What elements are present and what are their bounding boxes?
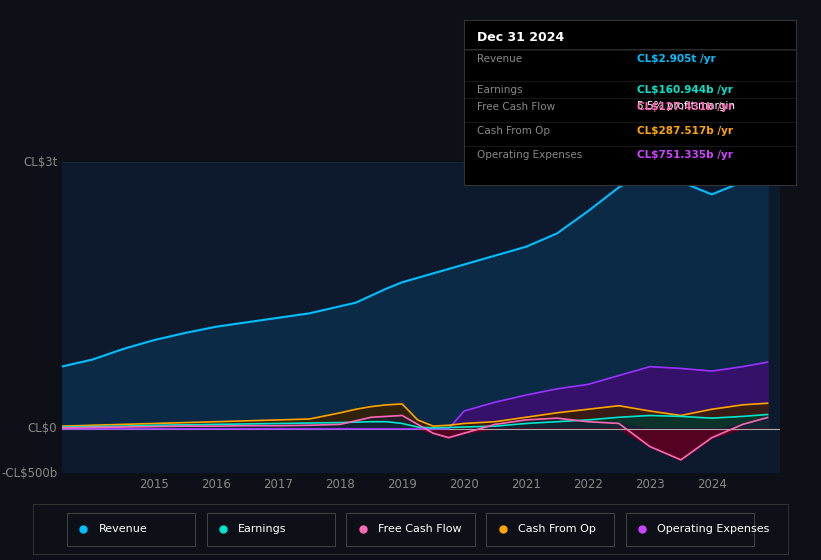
Text: Operating Expenses: Operating Expenses [658,524,770,534]
Text: CL$160.944b /yr: CL$160.944b /yr [637,85,732,95]
Text: Earnings: Earnings [238,524,287,534]
Text: Free Cash Flow: Free Cash Flow [378,524,461,534]
Text: Revenue: Revenue [99,524,147,534]
Text: CL$3t: CL$3t [23,156,57,169]
Text: Cash From Op: Cash From Op [477,126,550,136]
Text: Revenue: Revenue [477,54,522,64]
Text: -CL$500b: -CL$500b [1,466,57,480]
Text: Cash From Op: Cash From Op [518,524,595,534]
Text: CL$2.905t /yr: CL$2.905t /yr [637,54,715,64]
Text: Earnings: Earnings [477,85,523,95]
Text: CL$751.335b /yr: CL$751.335b /yr [637,150,732,160]
Text: Dec 31 2024: Dec 31 2024 [477,31,564,44]
Text: CL$127.431b /yr: CL$127.431b /yr [637,102,733,112]
Text: Operating Expenses: Operating Expenses [477,150,582,160]
Text: 5.5% profit margin: 5.5% profit margin [637,101,735,111]
Text: CL$0: CL$0 [28,422,57,435]
Text: CL$287.517b /yr: CL$287.517b /yr [637,126,733,136]
Text: Free Cash Flow: Free Cash Flow [477,102,555,112]
